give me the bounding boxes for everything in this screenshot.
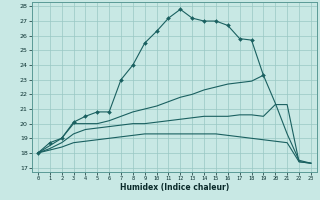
X-axis label: Humidex (Indice chaleur): Humidex (Indice chaleur) [120, 183, 229, 192]
